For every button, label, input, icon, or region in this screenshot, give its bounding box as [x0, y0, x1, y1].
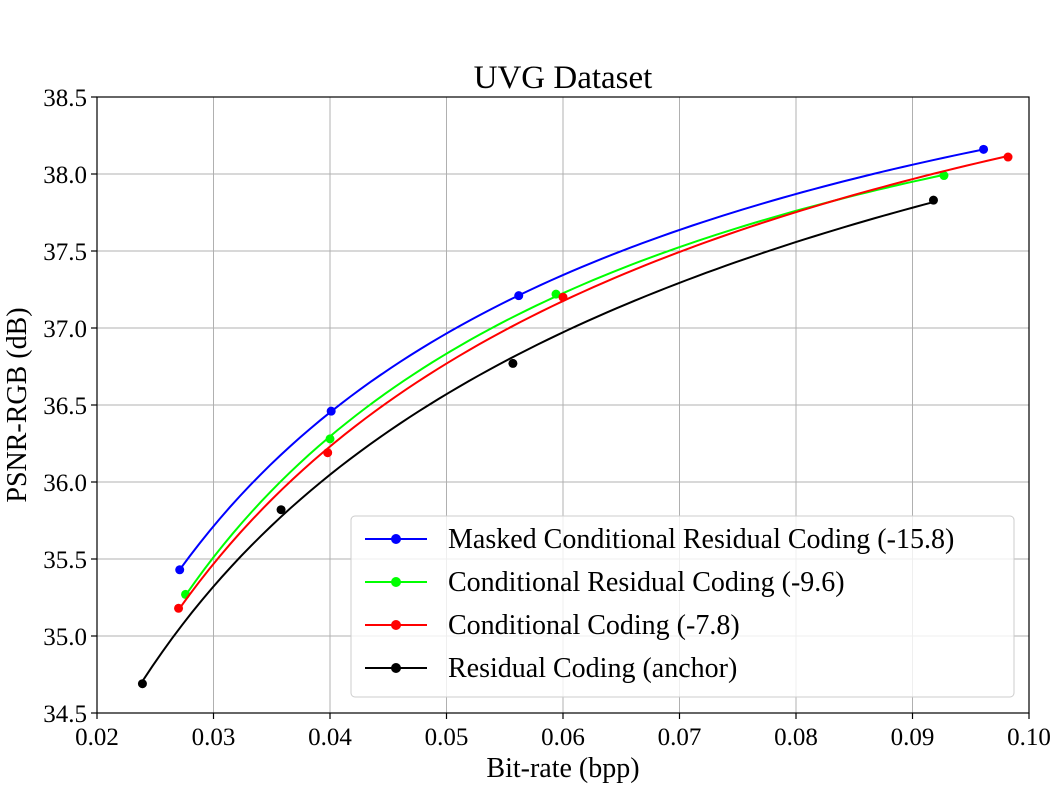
x-axis-ticks: 0.02 0.03 0.04 0.05 0.06 0.07 0.08 0.09 0.10 [75, 713, 1051, 751]
data-point [276, 505, 286, 515]
legend-item: Residual Coding (anchor) [365, 653, 737, 684]
x-tick-label: 0.02 [75, 724, 119, 751]
data-point [175, 565, 185, 575]
x-tick-label: 0.07 [658, 724, 702, 751]
series-layer [137, 144, 1013, 689]
y-tick-label: 35.5 [43, 547, 87, 574]
data-point [514, 291, 524, 301]
y-axis-ticks: 34.5 35.0 35.5 36.0 36.5 37.0 37.5 38.0 38.5 [43, 85, 97, 728]
legend-box [350, 515, 1015, 698]
x-tick-label: 0.09 [891, 724, 935, 751]
series-line [141, 201, 934, 682]
series-line [178, 148, 984, 571]
x-tick-label: 0.08 [774, 724, 818, 751]
data-point [979, 144, 989, 154]
data-point [508, 358, 518, 368]
y-tick-label: 37.0 [43, 316, 87, 343]
series-line [177, 155, 1009, 611]
x-tick-label: 0.05 [425, 724, 469, 751]
y-tick-label: 38.5 [43, 85, 87, 112]
legend-marker [391, 534, 401, 544]
data-point [323, 448, 333, 458]
y-tick-label: 36.0 [43, 470, 87, 497]
series-0 [175, 144, 989, 575]
x-tick-label: 0.10 [1007, 724, 1051, 751]
series-2 [174, 152, 1013, 613]
y-tick-label: 34.5 [43, 701, 87, 728]
data-point [1003, 152, 1013, 162]
legend: Masked Conditional Residual Coding (-15.… [350, 515, 1015, 698]
legend-item: Conditional Residual Coding (-9.6) [365, 567, 845, 598]
legend-label: Conditional Residual Coding (-9.6) [448, 567, 845, 598]
legend-item: Masked Conditional Residual Coding (-15.… [365, 524, 954, 555]
legend-item: Conditional Coding (-7.8) [365, 610, 740, 641]
data-point [558, 292, 568, 302]
data-point [325, 434, 335, 444]
y-tick-label: 37.5 [43, 239, 87, 266]
data-point [939, 171, 949, 181]
series-3 [137, 195, 938, 689]
data-point [174, 603, 184, 613]
legend-label: Residual Coding (anchor) [448, 653, 737, 684]
y-tick-label: 36.5 [43, 393, 87, 420]
data-point [326, 406, 336, 416]
y-tick-label: 38.0 [43, 162, 87, 189]
x-axis-label: Bit-rate (bpp) [486, 753, 639, 784]
legend-label: Masked Conditional Residual Coding (-15.… [448, 524, 954, 555]
legend-marker [391, 577, 401, 587]
x-tick-label: 0.04 [308, 724, 352, 751]
legend-marker [391, 663, 401, 673]
chart-title: UVG Dataset [474, 60, 653, 96]
x-tick-label: 0.03 [192, 724, 236, 751]
data-point [928, 195, 938, 205]
y-tick-label: 35.0 [43, 624, 87, 651]
data-point [551, 289, 561, 299]
data-point [137, 679, 147, 689]
x-tick-label: 0.06 [541, 724, 585, 751]
y-axis-label: PSNR-RGB (dB) [2, 307, 33, 502]
legend-label: Conditional Coding (-7.8) [448, 610, 740, 641]
legend-marker [391, 620, 401, 630]
